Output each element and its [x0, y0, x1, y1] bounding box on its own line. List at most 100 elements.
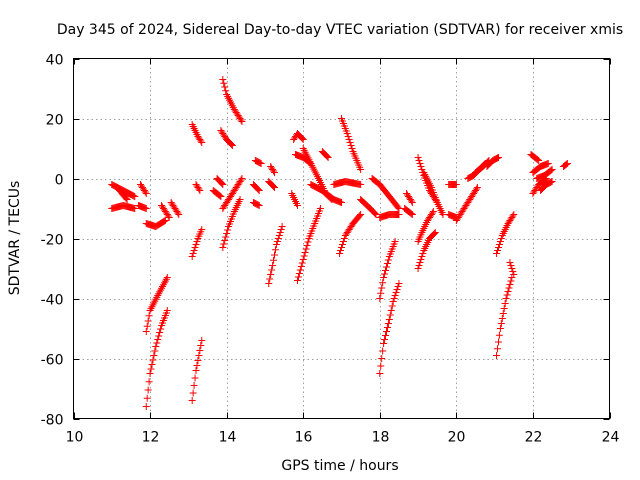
data-point [295, 270, 303, 277]
data-point [345, 136, 353, 143]
data-point [499, 310, 507, 317]
series-t26 [265, 223, 286, 287]
data-point [141, 188, 149, 196]
data-point [293, 277, 301, 284]
data-point [394, 203, 402, 211]
data-point [188, 397, 196, 404]
data-point [407, 210, 415, 218]
data-point [508, 265, 516, 272]
data-point [271, 169, 278, 176]
data-point [384, 320, 392, 327]
data-point [223, 230, 231, 237]
data-point [509, 212, 517, 220]
data-point [392, 289, 400, 296]
data-point [277, 226, 285, 233]
data-point [339, 238, 347, 245]
data-point [417, 163, 425, 170]
data-point [371, 210, 379, 217]
series-t56 [493, 211, 518, 257]
data-point [494, 247, 502, 254]
data-point [154, 336, 162, 343]
data-point [495, 331, 503, 339]
series-t22 [249, 181, 263, 194]
data-point [146, 370, 154, 377]
series-t29 [288, 190, 301, 209]
data-point [270, 167, 278, 175]
data-point [190, 382, 198, 389]
data-point [548, 166, 556, 173]
data-point [156, 288, 164, 296]
series-t16 [213, 175, 227, 188]
series-t13 [188, 121, 206, 146]
data-point [157, 325, 165, 333]
data-point [157, 286, 165, 294]
data-point [298, 259, 306, 267]
data-point [376, 370, 384, 377]
x-tick-label: 14 [219, 430, 237, 446]
data-point [299, 136, 307, 143]
data-point [414, 265, 422, 272]
data-point [155, 332, 163, 340]
data-point [238, 118, 246, 125]
data-point [497, 320, 505, 327]
series-t42 [376, 238, 399, 302]
data-point [388, 302, 396, 310]
data-point [379, 279, 387, 287]
data-point [500, 305, 508, 312]
data-point [145, 378, 153, 386]
data-point [296, 266, 304, 274]
data-point [150, 352, 158, 359]
data-point [382, 332, 390, 339]
data-point [131, 205, 139, 212]
data-point [224, 226, 232, 234]
data-point [265, 280, 273, 287]
data-point [269, 262, 277, 269]
y-tick-label: 0 [55, 173, 64, 189]
data-point [510, 271, 518, 278]
data-point [378, 284, 386, 292]
y-tick-label: -60 [41, 353, 64, 369]
data-point [316, 205, 324, 212]
data-point [144, 317, 152, 325]
data-point [377, 362, 385, 370]
data-point [222, 233, 230, 241]
series-t40 [368, 175, 403, 212]
data-point [431, 229, 439, 236]
data-point [148, 361, 156, 368]
series-t57 [493, 274, 516, 359]
series-t43 [376, 280, 403, 377]
data-point [407, 197, 415, 205]
data-point [415, 157, 423, 164]
data-point [160, 279, 168, 287]
data-point [271, 184, 278, 191]
data-point [384, 256, 392, 264]
series-t27 [290, 130, 307, 143]
data-point [219, 244, 227, 251]
data-point [323, 153, 331, 160]
data-point [143, 322, 151, 330]
series-t4 [137, 181, 150, 197]
data-point [393, 286, 401, 293]
data-point [174, 209, 182, 217]
data-point [160, 217, 168, 225]
data-point [159, 281, 167, 289]
series-t41 [376, 211, 403, 221]
data-point [238, 175, 246, 182]
data-point [452, 181, 460, 188]
data-point [302, 245, 310, 253]
series-t49 [414, 208, 437, 245]
data-point [357, 211, 365, 218]
data-point [506, 281, 514, 288]
data-point [255, 202, 263, 209]
data-point [300, 252, 308, 260]
data-point [377, 289, 385, 297]
series-t36 [338, 115, 365, 173]
series-t61 [529, 160, 552, 176]
data-point [389, 298, 397, 305]
data-point [154, 292, 162, 299]
series-t50 [445, 181, 460, 188]
data-point [395, 280, 403, 287]
data-point [386, 311, 394, 319]
data-point [142, 190, 150, 197]
data-point [347, 142, 355, 149]
